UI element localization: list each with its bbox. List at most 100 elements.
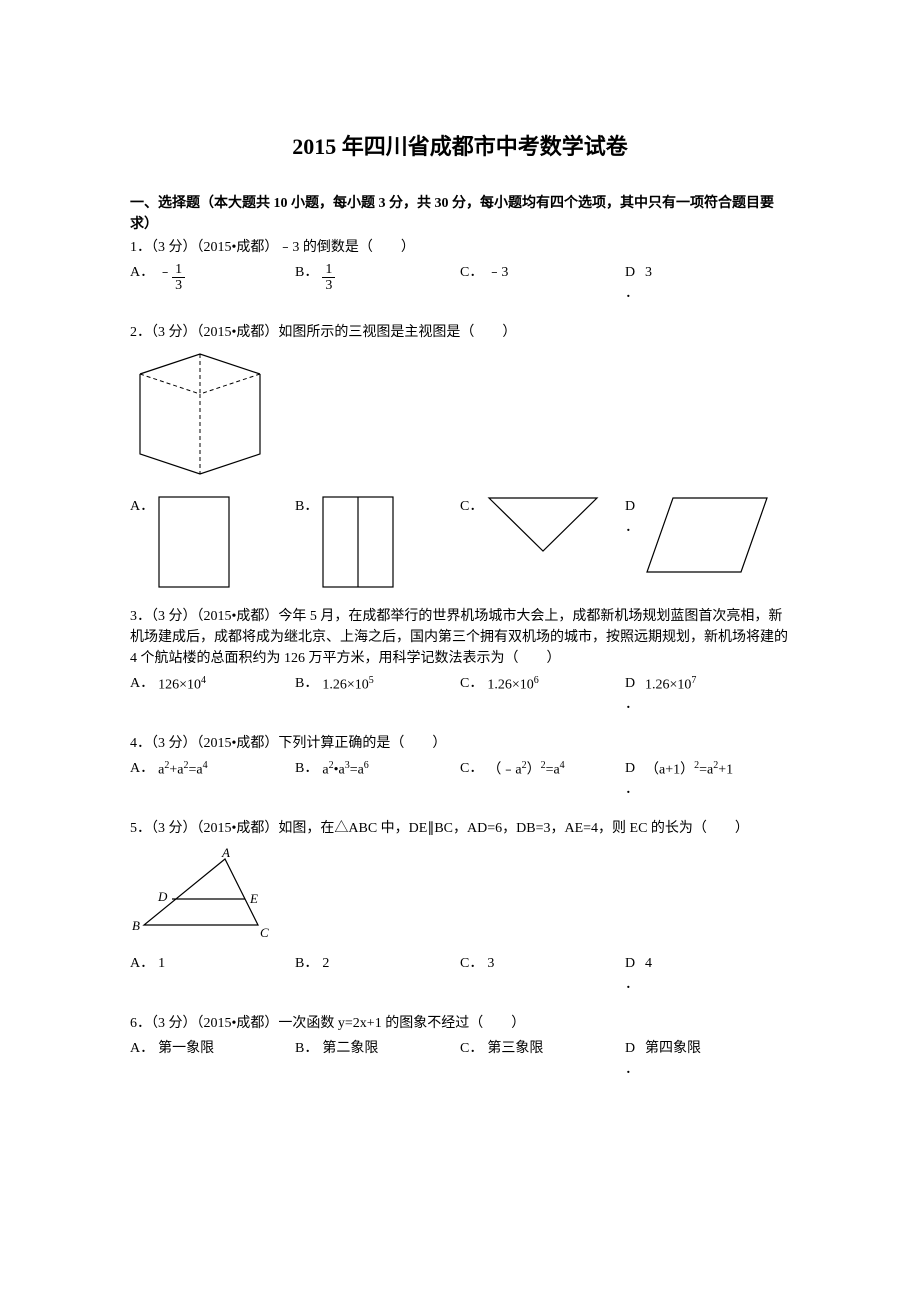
vertex-e: E [249,891,258,906]
choice-value: 第二象限 [322,1038,378,1059]
question-5: 5．（3 分）（2015•成都）如图，在△ABC 中，DE∥BC，AD=6，DB… [130,818,790,995]
square-icon [158,496,230,588]
choice-value: 1.26×106 [487,673,538,696]
choice-value: ﹣3 [487,262,508,283]
choice-label: C． [460,496,483,517]
q2-choice-b: B． [295,496,460,588]
q3-choices: A． 126×104 B． 1.26×105 C． 1.26×106 D ． 1… [130,673,790,715]
choice-value: 2 [322,953,329,974]
choice-label: C． [460,758,483,779]
q4-choice-c: C． （﹣a2）2=a4 [460,758,625,800]
q6-choice-a: A． 第一象限 [130,1038,295,1080]
q4-choice-d: D ． （a+1）2=a2+1 [625,758,790,800]
choice-label: D ． [625,953,639,995]
choice-label: B． [295,262,318,283]
triangle-figure-icon: A B C D E [130,845,285,940]
question-6: 6．（3 分）（2015•成都）一次函数 y=2x+1 的图象不经过（ ） A．… [130,1013,790,1080]
split-rect-icon [322,496,394,588]
q5-choices: A． 1 B． 2 C． 3 D ． 4 [130,953,790,995]
choice-value: （a+1）2=a2+1 [645,758,733,781]
q2-choice-c: C． [460,496,625,554]
prism-icon [130,349,270,479]
q4-text: 4．（3 分）（2015•成都）下列计算正确的是（ ） [130,733,790,754]
q3-choice-b: B． 1.26×105 [295,673,460,715]
choice-label: C． [460,953,483,974]
choice-label: C． [460,262,483,283]
q6-choice-b: B． 第二象限 [295,1038,460,1080]
choice-value: 126×104 [158,673,206,696]
fraction: 1 3 [172,262,185,294]
vertex-b: B [132,918,140,933]
choice-label: A． [130,496,154,517]
q1-choice-b: B． 1 3 [295,262,460,304]
choice-label: D ． [625,262,639,304]
q2-choice-a: A． [130,496,295,588]
q1-choice-c: C． ﹣3 [460,262,625,304]
choice-value: 第一象限 [158,1038,214,1059]
q2-choices: A． B． C． D ． [130,496,790,588]
fraction: 1 3 [322,262,335,294]
q4-choice-a: A． a2+a2=a4 [130,758,295,800]
choice-value: （﹣a2）2=a4 [487,758,564,781]
choice-label: B． [295,953,318,974]
numerator: 1 [322,262,335,278]
choice-label: A． [130,673,154,694]
question-1: 1．（3 分）（2015•成都）﹣3 的倒数是（ ） A． ﹣ 1 3 B． 1… [130,237,790,304]
negative-sign: ﹣ [158,262,172,283]
section-header: 一、选择题（本大题共 10 小题，每小题 3 分，共 30 分，每小题均有四个选… [130,193,790,235]
choice-label: C． [460,673,483,694]
choice-value: 1 [158,953,165,974]
denominator: 3 [322,278,335,293]
q5-choice-c: C． 3 [460,953,625,995]
choice-label: B． [295,673,318,694]
choice-label: B． [295,1038,318,1059]
choice-label: C． [460,1038,483,1059]
choice-label: D ． [625,496,639,538]
q3-choice-a: A． 126×104 [130,673,295,715]
q2-text: 2．（3 分）（2015•成都）如图所示的三视图是主视图是（ ） [130,322,790,343]
choice-value: a2•a3=a6 [322,758,368,781]
q5-figure: A B C D E [130,845,790,947]
choice-value: 4 [645,953,652,974]
q5-choice-d: D ． 4 [625,953,790,995]
choice-label: D ． [625,1038,639,1080]
q4-choices: A． a2+a2=a4 B． a2•a3=a6 C． （﹣a2）2=a4 D ．… [130,758,790,800]
choice-label: B． [295,758,318,779]
q2-prism-figure [130,349,790,486]
choice-label: D ． [625,673,639,715]
choice-label: D ． [625,758,639,800]
q6-choice-c: C． 第三象限 [460,1038,625,1080]
choice-value: 1.26×105 [322,673,373,696]
q5-choice-a: A． 1 [130,953,295,995]
vertex-c: C [260,925,269,940]
q3-choice-c: C． 1.26×106 [460,673,625,715]
choice-label: A． [130,758,154,779]
q3-choice-d: D ． 1.26×107 [625,673,790,715]
q3-text: 3．（3 分）（2015•成都）今年 5 月，在成都举行的世界机场城市大会上，成… [130,606,790,669]
numerator: 1 [172,262,185,278]
q1-text: 1．（3 分）（2015•成都）﹣3 的倒数是（ ） [130,237,790,258]
question-4: 4．（3 分）（2015•成都）下列计算正确的是（ ） A． a2+a2=a4 … [130,733,790,800]
question-3: 3．（3 分）（2015•成都）今年 5 月，在成都举行的世界机场城市大会上，成… [130,606,790,715]
q6-choices: A． 第一象限 B． 第二象限 C． 第三象限 D ． 第四象限 [130,1038,790,1080]
choice-value: a2+a2=a4 [158,758,207,781]
choice-value: 3 [645,262,652,283]
q1-choice-d: D ． 3 [625,262,790,304]
q5-choice-b: B． 2 [295,953,460,995]
denominator: 3 [172,278,185,293]
choice-label: A． [130,953,154,974]
triangle-icon [487,496,599,554]
choice-value: 第三象限 [487,1038,543,1059]
choice-value: 3 [487,953,494,974]
choice-label: A． [130,262,154,283]
q1-choices: A． ﹣ 1 3 B． 1 3 C． ﹣3 D ． 3 [130,262,790,304]
choice-label: B． [295,496,318,517]
page-title: 2015 年四川省成都市中考数学试卷 [130,130,790,163]
choice-value: 1.26×107 [645,673,696,696]
choice-value: 第四象限 [645,1038,701,1059]
q5-text: 5．（3 分）（2015•成都）如图，在△ABC 中，DE∥BC，AD=6，DB… [130,818,790,839]
vertex-d: D [157,889,168,904]
choice-label: A． [130,1038,154,1059]
q1-choice-a: A． ﹣ 1 3 [130,262,295,304]
question-2: 2．（3 分）（2015•成都）如图所示的三视图是主视图是（ ） A． B． C [130,322,790,588]
